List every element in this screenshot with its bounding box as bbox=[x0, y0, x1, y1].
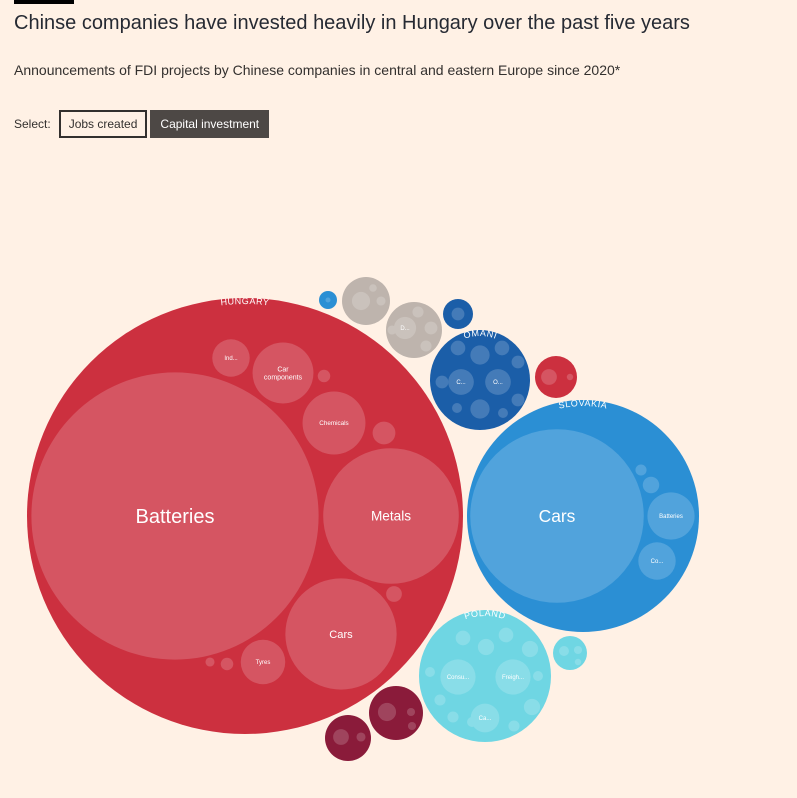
sector-bubble-unlabelled-grey-large-s3[interactable] bbox=[420, 340, 432, 352]
select-label: Select: bbox=[14, 117, 51, 131]
group-label-romania: ROMANIA bbox=[0, 0, 499, 341]
sector-bubble-slovakia-cars[interactable] bbox=[470, 429, 644, 603]
sector-bubble-hungary-s8[interactable] bbox=[372, 421, 396, 445]
sector-bubble-romania-s8[interactable] bbox=[511, 393, 525, 407]
sector-bubble-slovakia-s4[interactable] bbox=[642, 476, 660, 494]
sector-bubble-hungary-s10[interactable] bbox=[220, 657, 234, 671]
sector-bubble-unlabelled-grey-large-s2[interactable] bbox=[424, 321, 438, 335]
sector-bubble-unlabelled-blue-tiny-s1[interactable] bbox=[325, 297, 331, 303]
sector-bubble-poland-consumer[interactable] bbox=[440, 659, 476, 695]
capital-investment-button[interactable]: Capital investment bbox=[150, 110, 270, 138]
sector-bubble-hungary-ind[interactable] bbox=[212, 339, 250, 377]
sector-bubble-unlabelled-cyan-small-s1[interactable] bbox=[559, 646, 569, 656]
sector-bubble-unlabelled-grey-small-s3[interactable] bbox=[369, 284, 377, 292]
measure-selector: Select: Jobs created Capital investment bbox=[14, 110, 272, 138]
sector-bubble-hungary-chemicals[interactable] bbox=[302, 391, 366, 455]
sector-bubble-unlabelled-maroon-a-s1[interactable] bbox=[377, 702, 397, 722]
sector-bubble-poland-s10[interactable] bbox=[447, 711, 459, 723]
sector-bubble-poland-s4[interactable] bbox=[477, 638, 495, 656]
sector-bubble-unlabelled-navy-small-s1[interactable] bbox=[451, 307, 465, 321]
sector-bubble-unlabelled-maroon-b-s2[interactable] bbox=[356, 732, 366, 742]
sector-bubble-romania-s11[interactable] bbox=[498, 408, 508, 418]
sector-bubble-hungary-metals[interactable] bbox=[323, 448, 459, 584]
sector-bubble-hungary-s9[interactable] bbox=[386, 586, 402, 602]
sector-bubble-romania-s3[interactable] bbox=[470, 345, 490, 365]
header-rule bbox=[14, 0, 74, 4]
sector-bubble-unlabelled-grey-large-d[interactable] bbox=[393, 316, 417, 340]
sector-bubble-unlabelled-maroon-b-s1[interactable] bbox=[333, 729, 349, 745]
sector-bubble-romania-s6[interactable] bbox=[450, 340, 466, 356]
sector-bubble-poland-ca[interactable] bbox=[470, 703, 500, 733]
chart-subtitle: Announcements of FDI projects by Chinese… bbox=[14, 62, 621, 78]
jobs-created-button[interactable]: Jobs created bbox=[58, 110, 148, 138]
sector-bubble-romania-s10[interactable] bbox=[452, 403, 462, 413]
sector-bubble-unlabelled-cyan-small-s2[interactable] bbox=[573, 645, 583, 655]
sector-bubble-poland-s12[interactable] bbox=[467, 717, 477, 727]
sector-bubble-hungary-car-components[interactable] bbox=[252, 342, 314, 404]
sector-bubble-romania-s9[interactable] bbox=[435, 375, 449, 389]
sector-bubble-romania-s5[interactable] bbox=[494, 340, 510, 356]
sector-bubble-poland-s5[interactable] bbox=[521, 640, 539, 658]
group-bubble-poland[interactable] bbox=[419, 610, 551, 742]
sector-bubble-hungary-tyres[interactable] bbox=[240, 639, 286, 685]
sector-bubble-unlabelled-grey-small-s1[interactable] bbox=[351, 291, 371, 311]
sector-bubble-romania-s4[interactable] bbox=[470, 399, 490, 419]
sector-bubble-poland-s14[interactable] bbox=[533, 671, 543, 681]
sector-bubble-poland-s13[interactable] bbox=[425, 667, 435, 677]
sector-bubble-hungary-s11[interactable] bbox=[317, 369, 331, 383]
sector-bubble-romania-s7[interactable] bbox=[511, 355, 525, 369]
sector-bubble-poland-s7[interactable] bbox=[455, 630, 471, 646]
sector-bubble-unlabelled-grey-large-s4[interactable] bbox=[412, 306, 424, 318]
sector-bubble-unlabelled-cyan-small-s3[interactable] bbox=[574, 658, 582, 666]
sector-bubble-hungary-cars[interactable] bbox=[285, 578, 397, 690]
sector-bubble-hungary-s12[interactable] bbox=[205, 657, 215, 667]
sector-bubble-poland-s9[interactable] bbox=[434, 694, 446, 706]
sector-bubble-romania-o[interactable] bbox=[485, 369, 511, 395]
group-bubble-unlabelled-cyan-small[interactable] bbox=[553, 636, 587, 670]
sector-bubble-slovakia-s5[interactable] bbox=[635, 464, 647, 476]
sector-bubble-unlabelled-grey-small-s2[interactable] bbox=[376, 296, 386, 306]
sector-bubble-unlabelled-red-small-s2[interactable] bbox=[566, 373, 574, 381]
sector-bubble-poland-freight[interactable] bbox=[495, 659, 531, 695]
sector-bubble-unlabelled-maroon-a-s2[interactable] bbox=[406, 707, 416, 717]
sector-bubble-unlabelled-grey-large-s5[interactable] bbox=[387, 325, 397, 335]
sector-bubble-hungary-batteries[interactable] bbox=[31, 372, 319, 660]
sector-bubble-poland-s8[interactable] bbox=[498, 627, 514, 643]
sector-bubble-romania-c[interactable] bbox=[448, 369, 474, 395]
sector-bubble-unlabelled-red-small-s1[interactable] bbox=[541, 369, 557, 385]
sector-bubble-poland-s6[interactable] bbox=[523, 698, 541, 716]
sector-bubble-slovakia-co[interactable] bbox=[638, 542, 676, 580]
sector-bubble-slovakia-batteries[interactable] bbox=[647, 492, 695, 540]
sector-bubble-unlabelled-maroon-a-s3[interactable] bbox=[407, 721, 417, 731]
chart-title: Chinse companies have invested heavily i… bbox=[14, 12, 690, 34]
sector-bubble-poland-s11[interactable] bbox=[508, 720, 520, 732]
